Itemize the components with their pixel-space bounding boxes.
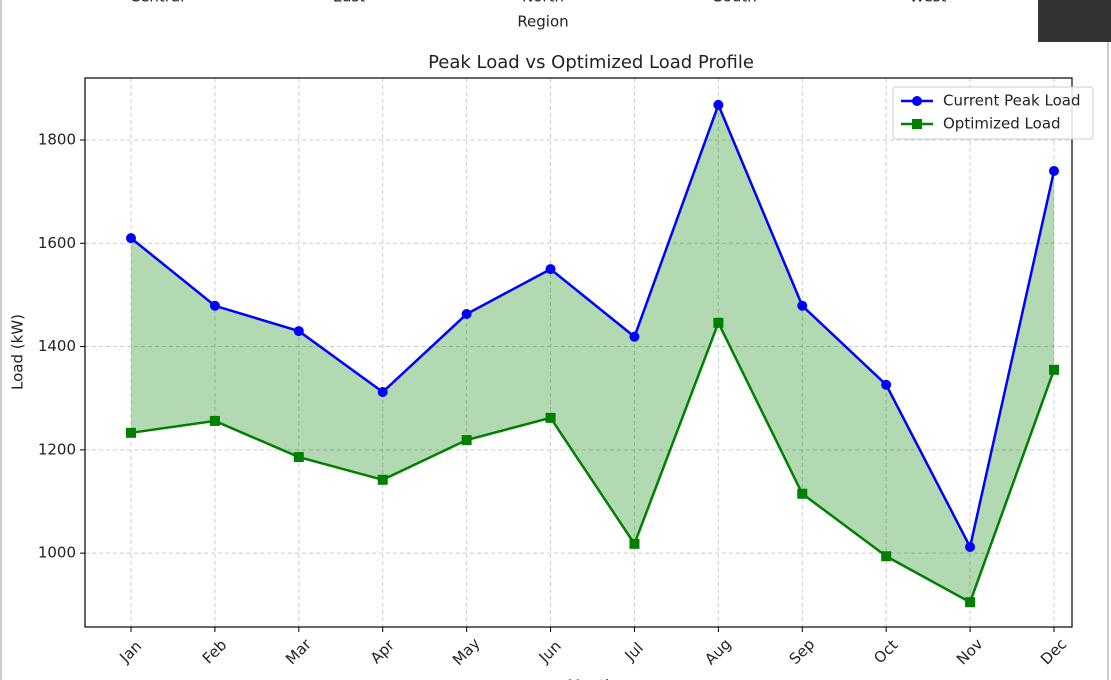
- marker: [293, 326, 304, 337]
- x-tick-label: Central: [130, 0, 185, 6]
- x-tick-label: East: [333, 0, 365, 6]
- marker: [545, 264, 556, 275]
- legend-marker: [912, 96, 922, 106]
- y-tick-label: 1400: [38, 337, 76, 355]
- marker: [461, 435, 472, 446]
- y-tick-label: 1200: [38, 440, 76, 458]
- marker: [126, 427, 136, 438]
- marker: [965, 541, 976, 552]
- corner-block: [1038, 0, 1111, 42]
- x-tick-label: North: [522, 0, 564, 6]
- marker: [965, 597, 976, 608]
- series-line: [130, 101, 1056, 551]
- legend-label: Current Peak Load: [943, 92, 1080, 110]
- marker: [293, 452, 304, 463]
- marker: [209, 300, 220, 311]
- marker: [881, 551, 892, 562]
- x-axis-label: Month: [567, 677, 614, 680]
- marker: [629, 538, 640, 549]
- x-axis-label: Region: [517, 13, 568, 31]
- legend-label: Optimized Load: [943, 115, 1061, 133]
- marker: [713, 317, 724, 328]
- marker: [1049, 364, 1059, 375]
- marker: [126, 233, 136, 244]
- legend-box: [892, 86, 1094, 140]
- marker: [881, 379, 892, 390]
- chart-title: Peak Load vs Optimized Load Profile: [428, 52, 754, 73]
- marker: [713, 99, 724, 110]
- y-axis-label: Load (kW): [9, 314, 27, 390]
- marker: [377, 474, 388, 485]
- fill-between: [131, 104, 1054, 603]
- x-tick-label: West: [910, 0, 947, 6]
- marker: [797, 488, 808, 499]
- series-line: [130, 319, 1056, 605]
- marker: [545, 412, 556, 423]
- y-tick-label: 1000: [38, 544, 76, 562]
- marker: [209, 415, 220, 426]
- y-tick-label: 1600: [38, 234, 76, 252]
- marker: [1049, 165, 1059, 176]
- marker: [797, 300, 808, 311]
- x-tick-label: South: [713, 0, 757, 6]
- marker: [629, 331, 640, 342]
- marker: [461, 309, 472, 320]
- plot-frame: [84, 77, 1073, 628]
- legend-marker: [912, 119, 922, 129]
- y-tick-label: 1800: [38, 130, 76, 148]
- marker: [377, 387, 388, 398]
